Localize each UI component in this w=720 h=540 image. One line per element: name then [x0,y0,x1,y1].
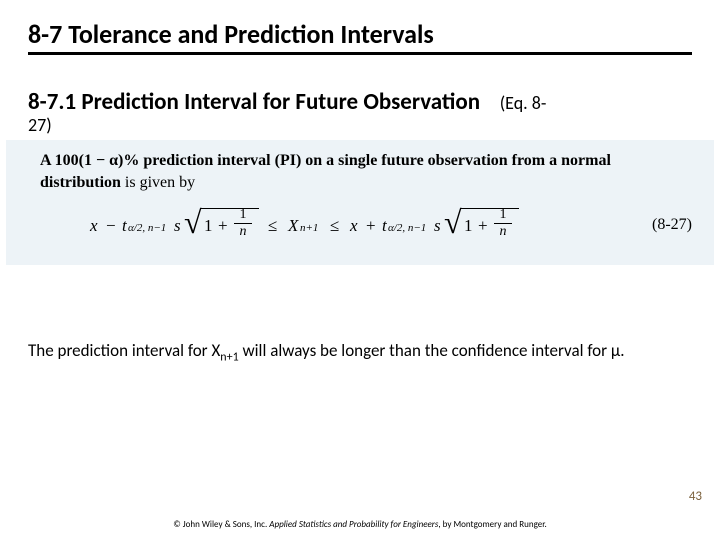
formula-box: A 100(1 − α)% prediction interval (PI) o… [6,140,714,265]
eq-leq-2: ≤ [330,216,339,236]
copyright-pre: © John Wiley & Sons, Inc. [173,519,269,530]
equation: x − t α/2, n−1 s √ 1 + 1 n ≤ X n+1 ≤ x +… [6,202,714,252]
eq-leq-1: ≤ [268,216,277,236]
eq-t-left: t [122,216,127,236]
eq-frac-right: 1 n [494,208,512,239]
note-sub: n+1 [220,350,238,364]
note-pre: The prediction interval for X [28,340,220,361]
eq-x-right: x [350,216,358,236]
eq-frac-num-left: 1 [234,208,252,222]
eq-s-right: s [434,216,441,236]
subtitle-row: 8-7.1 Prediction Interval for Future Obs… [28,88,692,116]
eq-minus: − [106,216,116,236]
eq-t-right: t [382,216,387,236]
definition-tail: is given by [121,174,195,191]
eq-plus: + [366,216,376,236]
note-text: The prediction interval for Xn+1 will al… [28,340,692,364]
copyright-post: , by Montgomery and Runger. [438,519,546,530]
page-title: 8-7 Tolerance and Prediction Intervals [28,18,692,50]
eq-frac-den-right: n [494,225,512,239]
copyright-title: Applied Statistics and Probability for E… [269,519,438,530]
sqrt-icon: √ [184,204,202,241]
eq-x-left: x [90,216,98,236]
eq-X-sub: n+1 [300,222,318,234]
sqrt-icon: √ [444,204,462,241]
section-subtitle: 8-7.1 Prediction Interval for Future Obs… [28,88,480,116]
slide: 8-7 Tolerance and Prediction Intervals 8… [0,0,720,540]
eq-one-left: 1 [204,216,213,236]
title-bar: 8-7 Tolerance and Prediction Intervals [28,18,692,55]
eq-ref-inline: (Eq. 8- [500,92,547,114]
eq-X: X [288,216,298,236]
eq-plus-in-sqrt-right: + [478,216,488,236]
equation-number: (8-27) [652,216,692,234]
page-number: 43 [689,489,702,504]
copyright: © John Wiley & Sons, Inc. Applied Statis… [0,519,720,530]
eq-plus-in-sqrt-left: + [218,216,228,236]
eq-s-left: s [174,216,181,236]
eq-frac-den-left: n [234,225,252,239]
eq-frac-num-right: 1 [494,208,512,222]
definition-text: A 100(1 − α)% prediction interval (PI) o… [40,150,680,193]
eq-ref-continued: 27) [28,114,52,136]
eq-t-sub-right: α/2, n−1 [388,222,426,234]
eq-t-sub-left: α/2, n−1 [128,222,166,234]
eq-frac-left: 1 n [234,208,252,239]
note-post: will always be longer than the confidenc… [239,340,625,361]
eq-one-right: 1 [464,216,473,236]
